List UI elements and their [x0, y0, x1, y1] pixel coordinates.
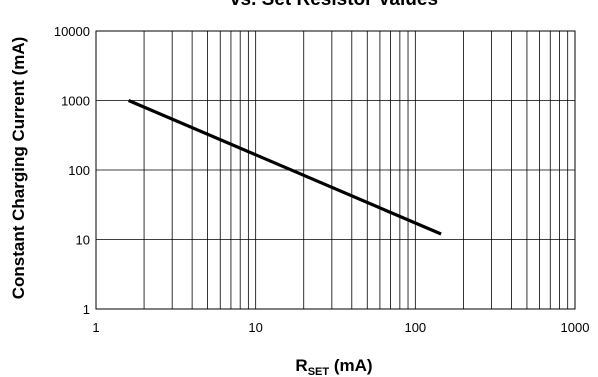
y-tick-labels: 1 10 100 1000 10000: [54, 24, 90, 317]
grid-lines: [95, 31, 575, 309]
x-tick-label: 100: [404, 320, 426, 335]
x-tick-label: 10: [248, 320, 262, 335]
series-layer: [127, 99, 442, 236]
y-axis-label: Constant Charging Current (mA): [9, 37, 28, 300]
x-axis-label-unit: (mA): [329, 356, 372, 375]
x-axis-label-subscript: SET: [308, 366, 330, 377]
series-line: [127, 99, 442, 236]
x-tick-label: 1000: [561, 320, 590, 335]
x-axis-label: RSET (mA): [295, 356, 372, 377]
y-tick-label: 10000: [54, 24, 90, 39]
chart-title: vs. Set Resistor Values: [230, 0, 438, 10]
y-tick-label: 10: [76, 233, 90, 248]
x-tick-labels: 1 10 100 1000: [92, 320, 589, 335]
x-axis-label-main: R: [295, 356, 307, 375]
y-tick-label: 1000: [61, 94, 90, 109]
x-tick-label: 1: [92, 320, 99, 335]
plot-frame: [95, 30, 576, 310]
y-tick-label: 1: [83, 302, 90, 317]
y-tick-label: 100: [68, 163, 90, 178]
